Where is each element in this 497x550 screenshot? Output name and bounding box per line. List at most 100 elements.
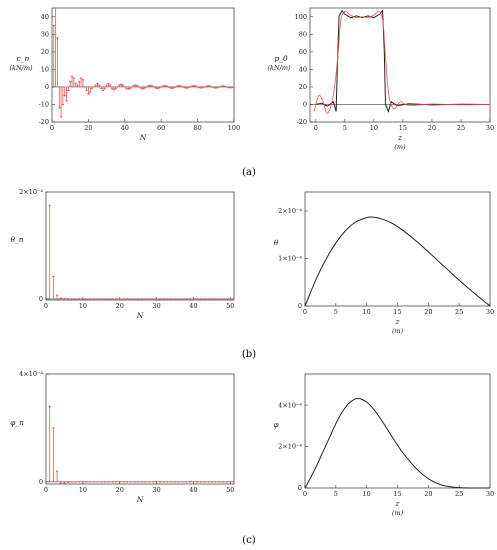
theta-xtick-label: 5	[334, 308, 338, 316]
p0-xtick-label: 25	[457, 124, 465, 132]
phi_n-bar-point	[152, 481, 154, 483]
cn-bar-point	[216, 86, 219, 89]
theta-ylabel: θ	[274, 238, 279, 247]
theta_n-ylabel: θ_n	[10, 235, 23, 244]
cn-bar-point	[140, 87, 142, 89]
cn-bar-point	[202, 86, 204, 89]
cn-bar-point	[80, 77, 82, 79]
cn-bar-point	[191, 85, 193, 88]
phi_n-bar-point	[144, 481, 147, 483]
phi_n-bar-point	[159, 481, 162, 483]
panel-label-1: (b)	[242, 349, 256, 360]
theta_n-bar-point	[74, 298, 77, 300]
phi_n-bar-point	[192, 481, 195, 483]
cn-bar-point	[153, 86, 155, 88]
phi_n-bar-point	[225, 481, 228, 483]
theta-ytick-label: 0	[298, 302, 302, 310]
cn-xlabel: N	[139, 133, 147, 142]
cn-bar-point	[124, 86, 126, 88]
cn-xtick-label: 0	[50, 124, 54, 132]
theta_n-bar-point	[192, 298, 195, 300]
phi_n-bar-point	[96, 481, 99, 483]
theta_n-bar-point	[188, 298, 191, 300]
cn-bar-point	[82, 79, 84, 81]
theta-xtick-label: 25	[455, 308, 463, 316]
cn-xtick-label: 40	[121, 124, 129, 132]
cn-bar-point	[111, 87, 113, 90]
cn-bar-point	[145, 86, 148, 88]
cn-bar-point	[198, 86, 201, 89]
cn-bar-point	[69, 80, 71, 83]
cn-ytick-label: -10	[39, 101, 49, 109]
theta_n-bar-point	[63, 297, 66, 300]
theta_n-xtick-label: 10	[79, 302, 87, 310]
cn-bar-point	[98, 84, 101, 86]
phi_n-bar-point	[166, 481, 169, 483]
phi_n-bar-point	[188, 481, 191, 483]
cn-bar-point	[167, 86, 170, 88]
cn-ytick-label: 30	[41, 31, 49, 39]
cn-bar-point	[224, 85, 226, 88]
cn-bar-point	[151, 85, 153, 87]
phi_n-bar-point	[115, 481, 117, 483]
theta_n-bar-point	[229, 298, 232, 300]
cn-bar-point	[129, 87, 132, 90]
theta_n-bar-point	[203, 298, 206, 300]
cn-bar-point	[114, 87, 117, 90]
cn-bar-point	[180, 85, 183, 88]
theta_n-bar-point	[78, 298, 80, 300]
p0-xtick-label: 30	[486, 124, 494, 132]
cn-bar-point	[116, 86, 119, 88]
theta-frame	[304, 191, 491, 307]
theta_n-bar-point	[170, 298, 173, 300]
phi_n-xlabel: N	[136, 495, 144, 504]
cn-bar-point	[76, 84, 79, 86]
theta-ytick-label: 2×10⁻⁴	[278, 207, 302, 215]
cn-bar-point	[103, 87, 106, 90]
phi_n-bar-point	[59, 482, 62, 484]
cn-bar-point	[109, 84, 112, 86]
phi_n-bar-point	[181, 481, 184, 483]
cn-bar-point	[107, 82, 110, 85]
cn-bar-point	[187, 86, 190, 89]
cn-bar-point	[222, 85, 224, 87]
theta_n-bar-point	[122, 298, 125, 300]
theta_n-xtick-label: 30	[152, 302, 160, 310]
p0-xtick-label: 5	[343, 124, 347, 132]
p0-xtick-label: 0	[314, 124, 318, 132]
phi_n-xtick-label: 20	[116, 486, 124, 494]
cn-bar-point	[93, 86, 95, 88]
phi-ylabel: φ	[273, 420, 279, 429]
cn-bar-point	[53, 24, 55, 27]
cn-bar-point	[178, 84, 181, 87]
phi_n-bar-point	[211, 481, 213, 483]
cn-bar-point	[120, 83, 122, 86]
phi_n-bar-point	[104, 481, 106, 483]
cn-bar-point	[164, 84, 166, 87]
theta_n-bar-point	[59, 297, 62, 299]
phi_n-bar-point	[129, 481, 132, 483]
phi-xtick-label: 30	[486, 490, 494, 498]
cn-xtick-label: 60	[157, 124, 165, 132]
cn-bar-point	[102, 89, 104, 92]
theta_n-bar-point	[48, 204, 51, 207]
phi_n-bar-point	[141, 481, 143, 483]
cn-bar-point	[71, 75, 73, 78]
theta_n-bar-point	[104, 298, 106, 300]
phi_n-bar-point	[155, 481, 158, 483]
theta-xtick-label: 20	[424, 308, 432, 316]
panel-label-0: (a)	[242, 167, 256, 178]
p0-ylabel: p_0	[274, 54, 288, 63]
phi_n-bar-point	[163, 481, 165, 483]
p0-xtick-label: 10	[370, 124, 378, 132]
cn-bar-point	[91, 87, 93, 90]
p0-ytick-label: 40	[299, 66, 307, 74]
theta_n-bar-point	[218, 298, 221, 300]
theta_n-frame	[45, 191, 235, 301]
phi_n-bar-point	[107, 481, 110, 483]
phi_n-bar-point	[74, 481, 77, 483]
cn-bar-point	[147, 85, 150, 87]
cn-bar-point	[169, 87, 172, 89]
cn-bar-point	[83, 86, 86, 88]
